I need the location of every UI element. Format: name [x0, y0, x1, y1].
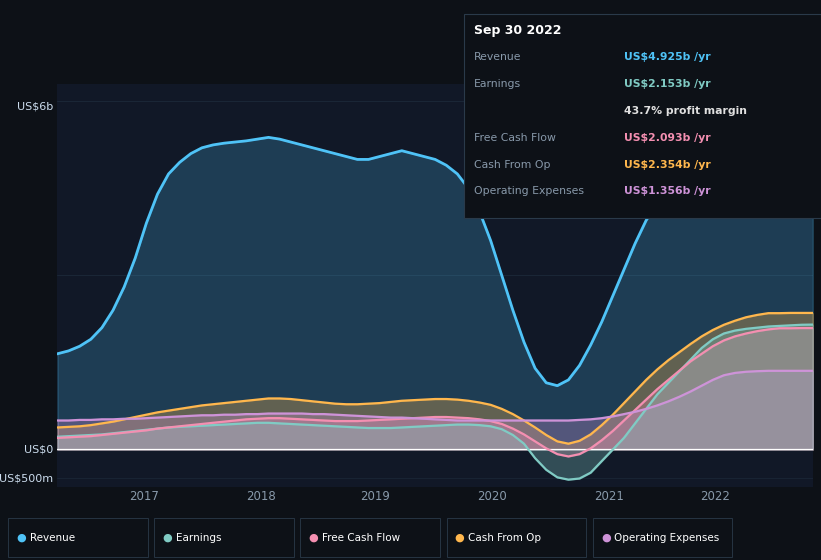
Text: Revenue: Revenue — [30, 533, 75, 543]
Text: ●: ● — [455, 533, 465, 543]
Text: US$2.153b /yr: US$2.153b /yr — [624, 79, 711, 89]
Text: Cash From Op: Cash From Op — [468, 533, 541, 543]
Text: US$2.093b /yr: US$2.093b /yr — [624, 133, 711, 143]
Text: ●: ● — [163, 533, 172, 543]
Text: ●: ● — [309, 533, 319, 543]
Text: Operating Expenses: Operating Expenses — [614, 533, 719, 543]
Text: Cash From Op: Cash From Op — [474, 160, 550, 170]
Text: 43.7% profit margin: 43.7% profit margin — [624, 106, 747, 116]
Text: Operating Expenses: Operating Expenses — [474, 186, 584, 197]
Text: US$4.925b /yr: US$4.925b /yr — [624, 52, 711, 62]
Text: US$0: US$0 — [25, 445, 53, 455]
Text: 2020: 2020 — [477, 489, 507, 502]
Text: ●: ● — [16, 533, 26, 543]
Text: Earnings: Earnings — [474, 79, 521, 89]
Text: 2019: 2019 — [360, 489, 390, 502]
Text: Free Cash Flow: Free Cash Flow — [474, 133, 556, 143]
Text: US$2.354b /yr: US$2.354b /yr — [624, 160, 711, 170]
Text: 2018: 2018 — [246, 489, 277, 502]
Text: Sep 30 2022: Sep 30 2022 — [474, 24, 562, 36]
Text: Revenue: Revenue — [474, 52, 521, 62]
Text: ●: ● — [601, 533, 611, 543]
Text: 2021: 2021 — [594, 489, 624, 502]
Text: -US$500m: -US$500m — [0, 474, 53, 483]
Text: Free Cash Flow: Free Cash Flow — [322, 533, 400, 543]
Text: 2017: 2017 — [130, 489, 159, 502]
Text: Earnings: Earnings — [176, 533, 221, 543]
Text: US$1.356b /yr: US$1.356b /yr — [624, 186, 711, 197]
Text: 2022: 2022 — [699, 489, 730, 502]
Text: US$6b: US$6b — [17, 101, 53, 111]
